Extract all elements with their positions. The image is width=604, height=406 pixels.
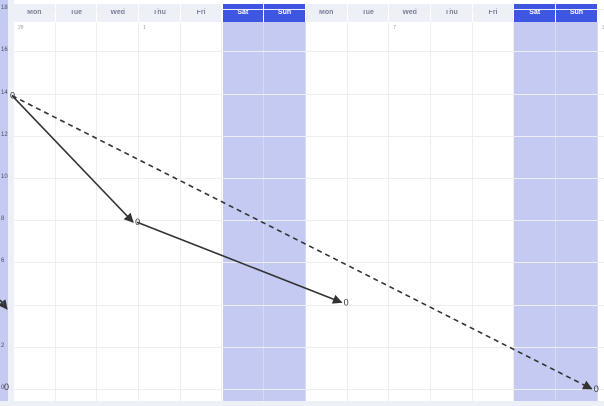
day-header-mon: Mon <box>305 4 348 22</box>
day-header-wed: Wed <box>389 4 431 22</box>
grid-line <box>14 9 604 11</box>
day-column[interactable] <box>222 22 265 401</box>
node-label[interactable]: 0 <box>344 297 349 307</box>
node-label[interactable]: 0 <box>594 384 599 394</box>
day-column[interactable] <box>514 22 557 401</box>
date-number: 1 <box>601 25 604 31</box>
y-tick-label: 8 <box>1 216 5 223</box>
solid-link-line <box>11 95 134 223</box>
day-header-row: Mon Tue Wed Thu Fri Sat Sun Mon Tue Wed Thu Fri Sat S… <box>14 4 604 22</box>
day-header-fri: Fri <box>180 4 223 22</box>
y-tick-label: 4 <box>1 300 5 307</box>
day-header-sat: Sat <box>514 4 557 22</box>
day-column[interactable] <box>55 22 98 401</box>
day-header-sun: Sun <box>264 4 306 22</box>
node-label[interactable]: 0 <box>135 217 140 227</box>
y-tick-label: 14 <box>1 89 8 96</box>
day-header-sat: Sat <box>222 4 265 22</box>
dashed-link-line <box>11 94 593 390</box>
day-header-sun: Sun <box>556 4 598 22</box>
day-header-thu: Thu <box>139 4 181 22</box>
grid-line <box>14 135 604 137</box>
day-header-fri: Fri <box>472 4 515 22</box>
day-column[interactable] <box>14 22 56 401</box>
grid-line <box>14 346 604 348</box>
grid-line <box>14 178 604 179</box>
y-tick-label: 6 <box>1 258 5 265</box>
day-column[interactable] <box>139 22 181 401</box>
y-tick-label: 2 <box>1 342 5 349</box>
grid-line <box>14 389 604 390</box>
date-number: 7 <box>393 25 397 31</box>
y-tick-label: 12 <box>1 131 8 138</box>
y-tick-label: 18 <box>1 5 8 12</box>
node-label[interactable]: 0 <box>4 382 9 392</box>
day-header-thu: Thu <box>431 4 473 22</box>
horizontal-scrollbar[interactable] <box>0 401 604 406</box>
day-column[interactable] <box>472 22 515 401</box>
left-strip <box>0 0 8 406</box>
day-header-wed: Wed <box>97 4 140 22</box>
grid-line <box>14 262 604 264</box>
solid-link-line <box>136 221 343 304</box>
day-column[interactable] <box>556 22 598 401</box>
day-header-tue: Tue <box>347 4 390 22</box>
day-column[interactable] <box>431 22 473 401</box>
calendar-grid: 28 1 7 1 <box>14 9 604 401</box>
day-column[interactable] <box>347 22 390 401</box>
y-tick-label: 0 <box>1 385 5 391</box>
grid-line <box>14 93 604 95</box>
y-tick-label: 10 <box>1 174 8 180</box>
date-number: 28 <box>18 25 24 31</box>
day-column[interactable] <box>305 22 348 401</box>
day-header-tue: Tue <box>55 4 98 22</box>
day-column[interactable] <box>180 22 223 401</box>
day-column[interactable] <box>264 22 306 401</box>
day-header-mon: Mon <box>14 4 56 22</box>
day-column[interactable] <box>389 22 431 401</box>
grid-line <box>14 304 604 306</box>
offscreen-link-line <box>0 299 8 310</box>
date-number: 1 <box>143 25 146 31</box>
grid-line <box>14 220 604 222</box>
grid-line <box>14 51 604 53</box>
day-column[interactable] <box>97 22 140 401</box>
y-tick-label: 16 <box>1 47 8 54</box>
